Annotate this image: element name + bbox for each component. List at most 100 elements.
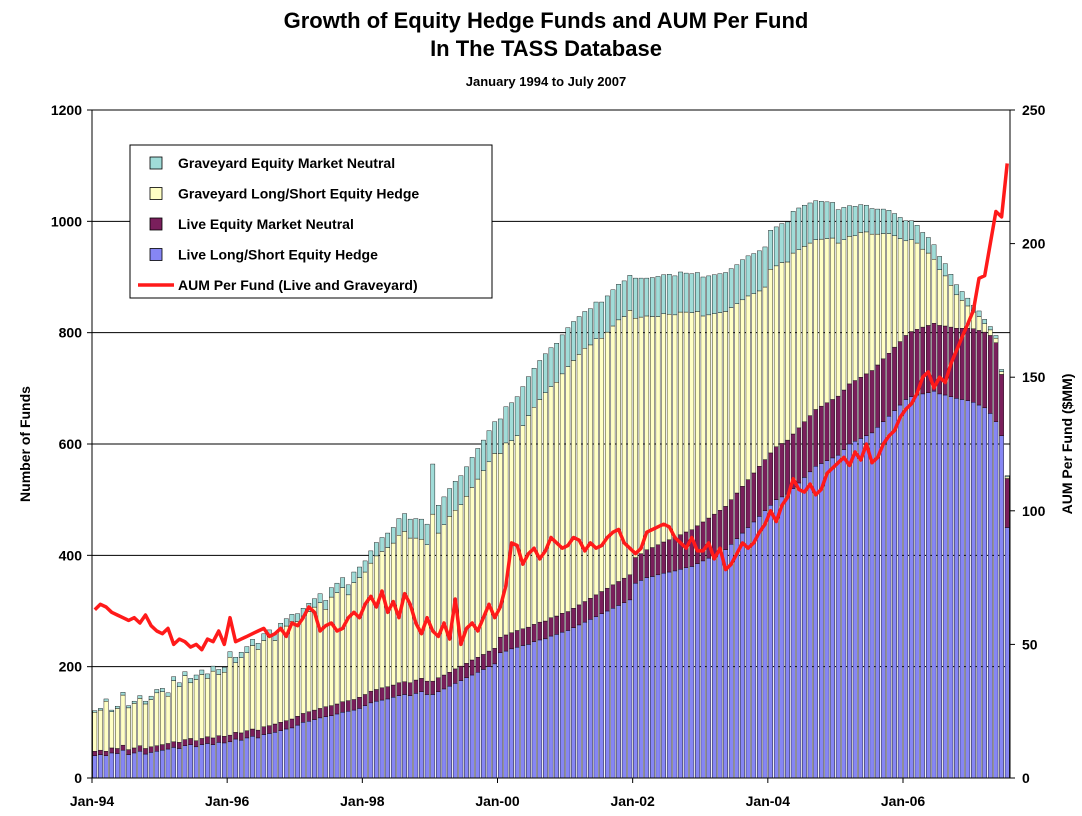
bar-segment xyxy=(987,335,993,414)
bar-segment xyxy=(176,748,182,779)
bar-segment xyxy=(340,701,345,713)
bar-segment xyxy=(942,275,948,327)
bar-segment xyxy=(374,542,379,557)
bar-segment xyxy=(864,204,869,233)
bar-segment xyxy=(954,284,959,296)
bar-segment xyxy=(492,648,498,665)
bar-segment xyxy=(492,663,498,779)
bar-segment xyxy=(762,286,768,460)
bar-segment xyxy=(98,754,103,779)
bar-segment xyxy=(379,699,385,779)
bar-segment xyxy=(807,415,813,473)
bar-segment xyxy=(740,259,745,301)
bar-segment xyxy=(233,657,238,663)
bar-segment xyxy=(627,275,633,311)
bar-segment xyxy=(790,211,796,254)
bar-segment xyxy=(396,518,402,536)
bar-segment xyxy=(773,499,779,779)
bar-segment xyxy=(982,331,987,409)
bar-segment xyxy=(666,539,672,573)
bar-segment xyxy=(1004,478,1010,528)
bar-segment xyxy=(238,657,244,734)
bar-segment xyxy=(120,749,126,779)
bar-segment xyxy=(413,679,419,694)
bar-segment xyxy=(903,335,909,400)
bar-segment xyxy=(464,663,469,678)
bar-segment xyxy=(610,325,616,586)
bar-segment xyxy=(452,481,458,511)
bar-segment xyxy=(852,380,858,442)
bar-segment xyxy=(205,678,210,738)
bar-segment xyxy=(627,599,633,779)
bar-segment xyxy=(959,291,965,301)
x-tick-label: Jan-04 xyxy=(746,793,791,809)
bar-segment xyxy=(509,632,514,650)
bar-segment xyxy=(695,311,700,527)
bar-segment xyxy=(571,360,576,609)
bar-segment xyxy=(402,681,407,695)
bar-segment xyxy=(143,748,148,755)
bar-segment xyxy=(903,220,909,242)
bar-segment xyxy=(689,312,695,530)
bar-segment xyxy=(227,741,233,779)
bar-segment xyxy=(576,624,582,779)
bar-segment xyxy=(582,621,588,779)
bar-segment xyxy=(289,614,295,622)
bar-segment xyxy=(312,598,317,608)
bar-segment xyxy=(385,532,391,548)
bar-segment xyxy=(644,315,650,550)
bar-segment xyxy=(233,662,238,733)
bar-segment xyxy=(835,242,841,397)
bar-segment xyxy=(548,635,554,779)
y2-tick-label: 50 xyxy=(1022,636,1038,652)
bar-segment xyxy=(131,700,137,704)
bar-segment xyxy=(717,510,723,553)
bar-segment xyxy=(345,700,351,712)
bar-segment xyxy=(858,438,864,779)
bar-segment xyxy=(678,271,683,313)
bar-segment xyxy=(650,277,655,317)
bar-segment xyxy=(796,482,802,779)
bar-segment xyxy=(818,463,824,779)
bar-segment xyxy=(633,557,638,584)
bar-segment xyxy=(250,639,255,646)
bar-segment xyxy=(503,406,509,444)
bar-segment xyxy=(616,605,621,779)
bar-segment xyxy=(909,239,914,332)
bar-segment xyxy=(317,602,323,709)
bar-segment xyxy=(650,547,655,577)
y2-tick-label: 100 xyxy=(1022,503,1046,519)
bar-segment xyxy=(368,550,374,564)
bar-segment xyxy=(255,643,261,650)
bar-segment xyxy=(486,461,492,652)
bar-segment xyxy=(740,532,745,779)
bar-segment xyxy=(272,640,278,725)
bar-segment xyxy=(745,479,751,528)
bar-segment xyxy=(441,688,447,779)
bar-segment xyxy=(210,744,216,779)
bar-segment xyxy=(768,230,773,270)
bar-segment xyxy=(509,648,514,779)
bar-segment xyxy=(430,694,436,779)
bar-segment xyxy=(897,341,903,406)
bar-segment xyxy=(959,300,965,329)
bar-segment xyxy=(390,527,396,544)
bar-segment xyxy=(880,421,886,779)
bar-segment xyxy=(340,587,345,702)
x-tick-label: Jan-98 xyxy=(340,793,385,809)
bar-segment xyxy=(188,678,193,684)
bar-segment xyxy=(278,730,284,779)
bar-segment xyxy=(452,668,458,684)
bar-segment xyxy=(633,277,638,319)
bar-segment xyxy=(757,290,762,467)
bar-segment xyxy=(706,275,712,316)
bar-segment xyxy=(661,274,666,314)
bar-segment xyxy=(965,400,971,779)
bar-segment xyxy=(779,496,785,779)
bar-segment xyxy=(745,295,751,480)
bar-segment xyxy=(909,220,914,240)
bar-segment xyxy=(897,217,903,239)
legend-swatch xyxy=(149,217,163,231)
bar-segment xyxy=(892,346,897,411)
bar-segment xyxy=(250,645,255,730)
